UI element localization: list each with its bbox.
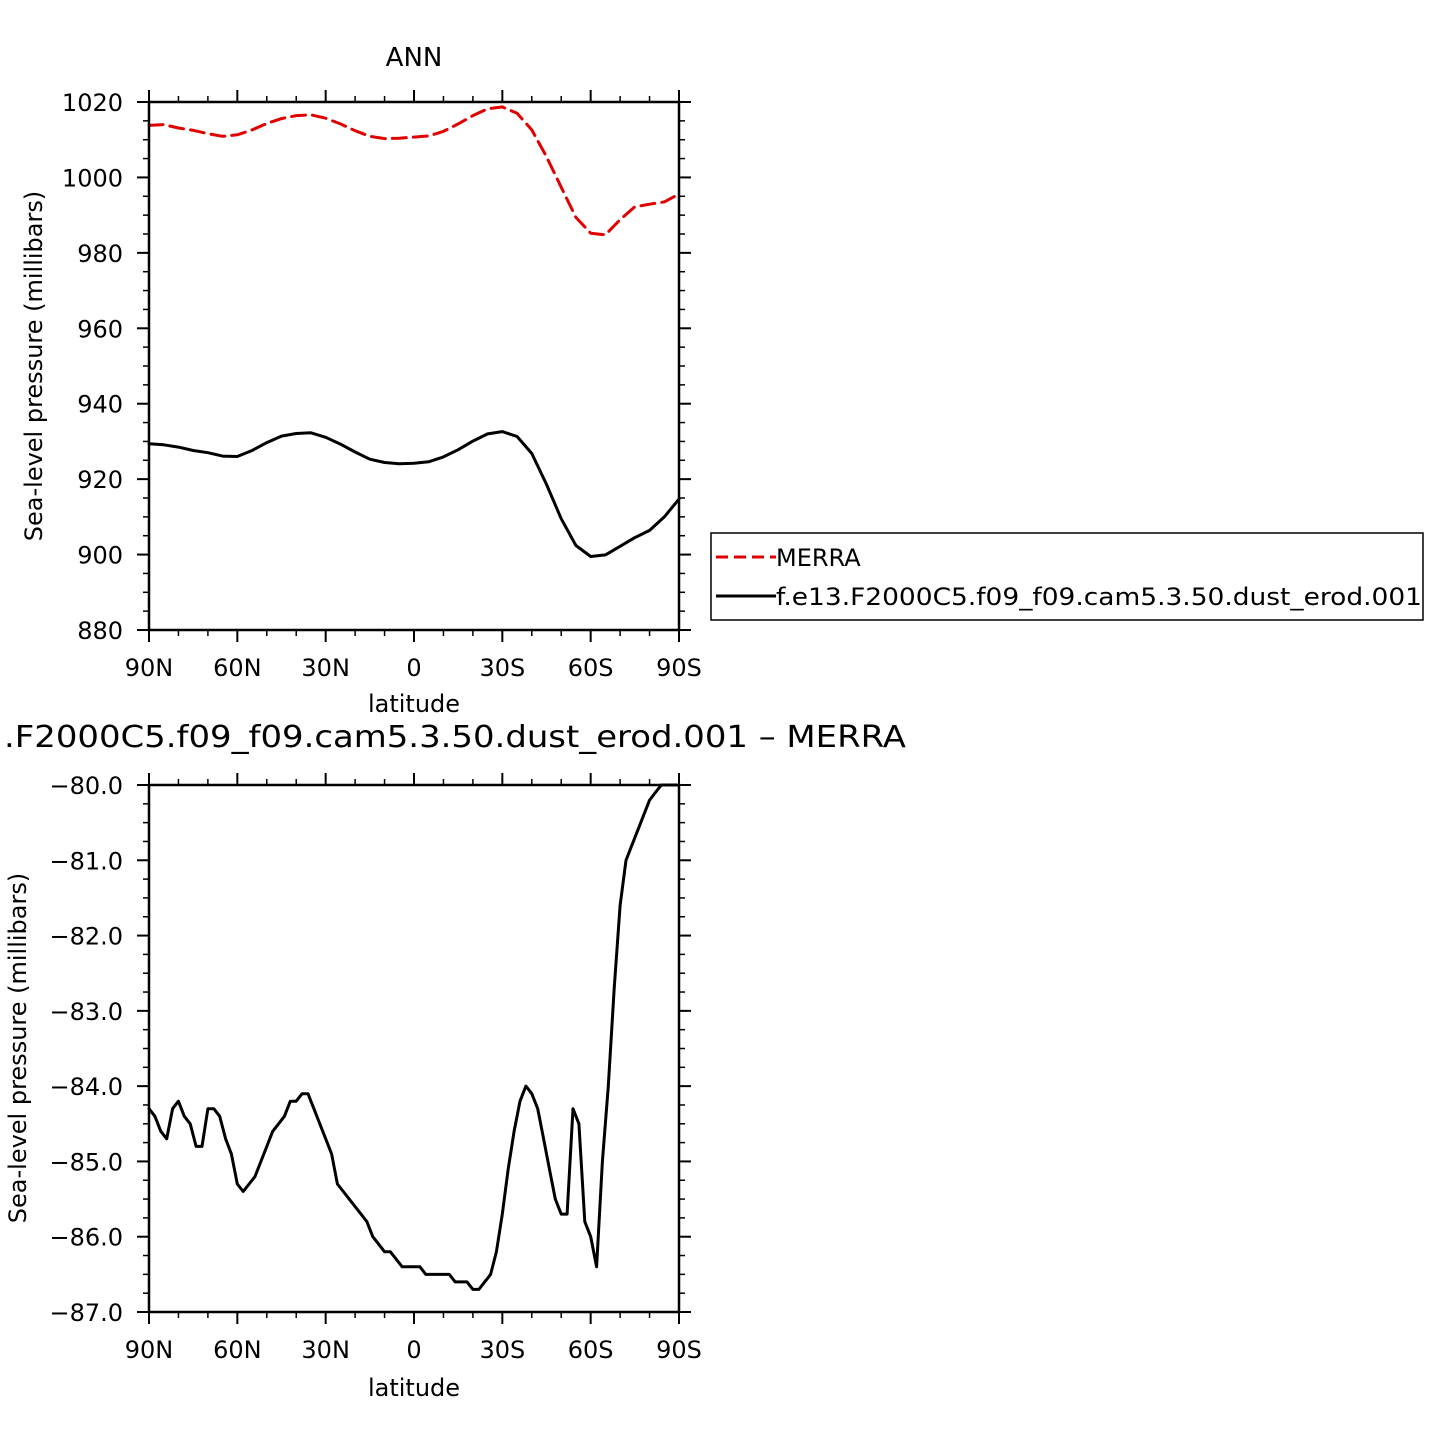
- bottom-chart-title: .F2000C5.f09_f09.cam5.3.50.dust_erod.001…: [4, 720, 907, 755]
- bottom-x-tick-label: 60S: [568, 1336, 614, 1364]
- bottom-y-tick-label: −81.0: [49, 847, 123, 875]
- top-axes: 90N 60N 30N 0 30S 60S 90S 1020 1000 980 960 940 920 9…: [62, 89, 702, 682]
- top-y-tick-label: 1000: [62, 164, 123, 192]
- top-x-axis-label: latitude: [368, 690, 460, 718]
- bottom-y-tick-label: −87.0: [49, 1299, 123, 1327]
- bottom-y-axis-label: Sea-level pressure (millibars): [4, 873, 32, 1223]
- top-series-lines: [147, 105, 681, 558]
- bottom-panel: .F2000C5.f09_f09.cam5.3.50.dust_erod.001…: [4, 720, 907, 1402]
- bottom-plot-frame: [147, 783, 681, 1314]
- legend: MERRA f.e13.F2000C5.f09_f09.cam5.3.50.du…: [710, 532, 1424, 621]
- top-x-tick-label: 60N: [213, 654, 262, 682]
- bottom-x-tick-label: 30S: [479, 1336, 525, 1364]
- bottom-series-lines: [147, 783, 681, 1291]
- bottom-y-tick-label: −84.0: [49, 1073, 123, 1101]
- top-series-line-1: [147, 105, 681, 237]
- bottom-y-tick-label: −86.0: [49, 1224, 123, 1252]
- bottom-y-tick-label: −85.0: [49, 1148, 123, 1176]
- bottom-x-tick-label: 90S: [656, 1336, 702, 1364]
- bottom-x-tick-label: 30N: [301, 1336, 350, 1364]
- legend-model-label: f.e13.F2000C5.f09_f09.cam5.3.50.dust_ero…: [776, 583, 1422, 611]
- top-x-tick-label: 0: [406, 654, 421, 682]
- legend-box: [710, 532, 1424, 621]
- top-x-tick-label: 90S: [656, 654, 702, 682]
- top-x-tick-label: 30S: [479, 654, 525, 682]
- bottom-axes: 90N 60N 30N 0 30S 60S 90S −80.0 −81.0 −82.0 −83.0 −…: [49, 772, 701, 1364]
- bottom-x-tick-label: 60N: [213, 1336, 262, 1364]
- top-series-line-2: [147, 430, 681, 558]
- top-y-tick-label: 900: [77, 542, 123, 570]
- top-x-tick-label: 60S: [568, 654, 614, 682]
- top-y-tick-label: 940: [77, 391, 123, 419]
- top-y-tick-label: 960: [77, 315, 123, 343]
- top-y-axis-label: Sea-level pressure (millibars): [20, 191, 48, 541]
- top-x-tick-label: 90N: [125, 654, 174, 682]
- bottom-x-tick-label: 90N: [125, 1336, 174, 1364]
- top-chart-title: ANN: [386, 43, 443, 73]
- bottom-x-axis-label: latitude: [368, 1374, 460, 1402]
- bottom-series-line-1: [147, 783, 681, 1291]
- top-y-tick-label: 1020: [62, 89, 123, 117]
- legend-merra-label: MERRA: [776, 544, 861, 572]
- bottom-y-tick-label: −80.0: [49, 772, 123, 800]
- top-y-tick-label: 920: [77, 466, 123, 494]
- top-y-tick-label: 880: [77, 617, 123, 645]
- bottom-x-tick-label: 0: [406, 1336, 421, 1364]
- top-plot-frame: [147, 100, 681, 632]
- top-x-tick-label: 30N: [301, 654, 350, 682]
- bottom-y-tick-label: −83.0: [49, 998, 123, 1026]
- top-y-tick-label: 980: [77, 240, 123, 268]
- top-panel: ANN 90N 60N 30N 0 30S 60S 90S 1020 1000 980 960 940…: [20, 43, 702, 718]
- bottom-y-tick-label: −82.0: [49, 923, 123, 951]
